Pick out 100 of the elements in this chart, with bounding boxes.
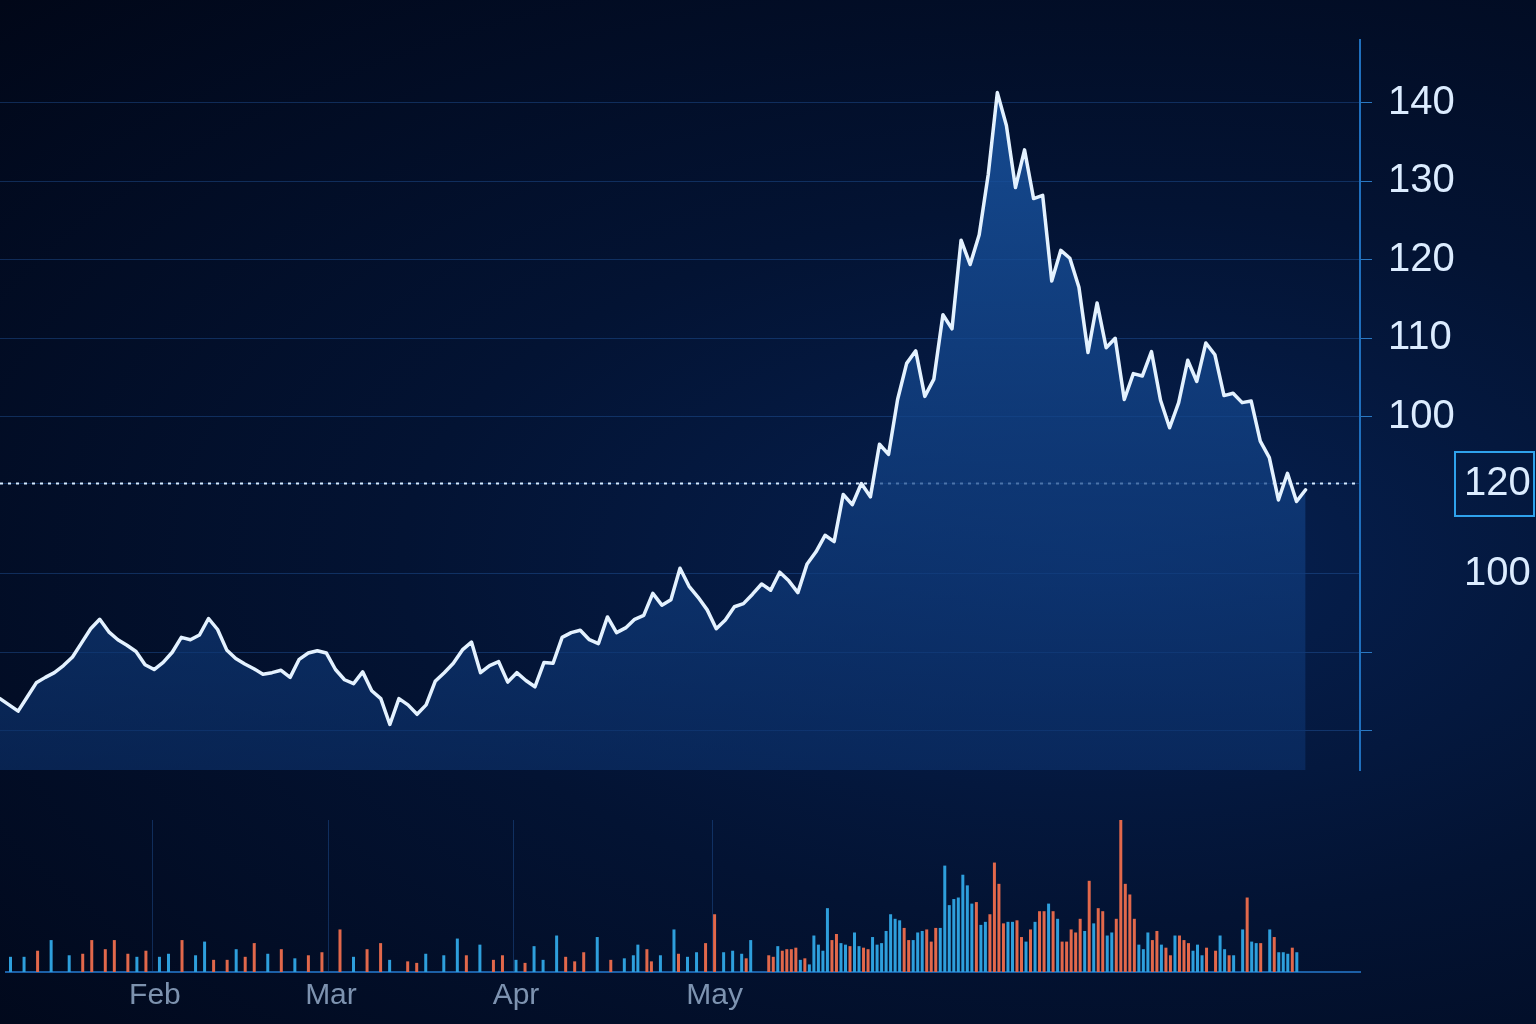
bar	[974, 902, 978, 972]
bar	[825, 908, 829, 972]
bar	[839, 943, 843, 972]
bar	[1196, 944, 1200, 972]
bar	[704, 943, 708, 972]
bar	[866, 949, 870, 972]
bar	[1277, 952, 1281, 972]
bar	[582, 952, 586, 972]
bar	[1137, 944, 1141, 972]
bar	[803, 958, 807, 972]
bar	[672, 929, 676, 972]
bar	[514, 959, 518, 972]
bar	[1295, 952, 1299, 972]
bar	[925, 929, 929, 972]
bar	[442, 955, 446, 972]
bar	[1281, 952, 1285, 972]
bar	[293, 958, 297, 972]
bar	[609, 959, 613, 972]
bar	[843, 944, 847, 972]
bar	[532, 946, 536, 972]
bar	[649, 961, 653, 972]
bar	[794, 947, 798, 972]
bar	[365, 949, 369, 972]
bar	[1105, 935, 1109, 972]
bar	[1051, 911, 1055, 972]
bar	[1200, 955, 1204, 972]
bar	[564, 956, 568, 972]
bar	[862, 947, 866, 972]
bar	[1177, 935, 1181, 972]
bar	[780, 950, 784, 972]
bar	[1110, 932, 1114, 972]
bar	[902, 927, 906, 972]
bar	[126, 953, 130, 972]
bar	[157, 956, 161, 972]
bar	[234, 949, 238, 972]
bar	[1241, 929, 1245, 972]
bar	[893, 918, 897, 972]
bar	[103, 949, 107, 972]
bar	[406, 961, 410, 972]
bar	[1164, 947, 1168, 972]
bar	[952, 899, 956, 972]
bar	[1078, 918, 1082, 972]
bar	[1168, 955, 1172, 972]
bar	[595, 937, 599, 972]
bar	[144, 950, 148, 972]
bar	[798, 959, 802, 972]
bar	[1119, 820, 1123, 972]
bar	[834, 934, 838, 972]
bar	[686, 956, 690, 972]
x-tick-label: Apr	[492, 977, 540, 1011]
bar	[1083, 930, 1087, 972]
bar	[352, 956, 356, 972]
bar	[478, 944, 482, 972]
bar	[1038, 911, 1042, 972]
y-tick-label: 100	[1388, 391, 1455, 436]
bar	[1159, 944, 1163, 972]
bar	[1047, 903, 1051, 972]
bar	[1024, 941, 1028, 972]
bar	[1060, 941, 1064, 972]
bar	[1087, 880, 1091, 972]
bar	[279, 949, 283, 972]
bar	[180, 940, 184, 972]
bar	[1272, 937, 1276, 972]
bar	[252, 943, 256, 972]
bar	[415, 962, 419, 972]
y-tick-label: 130	[1388, 156, 1455, 201]
bar	[500, 955, 504, 972]
bar	[338, 929, 342, 972]
bar	[636, 944, 640, 972]
bar	[464, 955, 468, 972]
bar	[1001, 923, 1005, 972]
bar	[90, 940, 94, 972]
bar	[1123, 883, 1127, 972]
bar	[166, 953, 170, 972]
y2-tick-label: 120	[1464, 458, 1531, 503]
bar	[731, 950, 735, 972]
bar	[135, 956, 139, 972]
bar	[1056, 918, 1060, 972]
bar	[722, 952, 726, 972]
bar	[1092, 923, 1096, 972]
bar	[920, 930, 924, 972]
bar	[1254, 943, 1258, 972]
bar	[830, 940, 834, 972]
bar	[1205, 947, 1209, 972]
bar	[875, 944, 879, 972]
bar	[943, 865, 947, 972]
bar	[1173, 935, 1177, 972]
bar	[1214, 950, 1218, 972]
bar	[1074, 932, 1078, 972]
y-tick-label: 120	[1388, 234, 1455, 279]
bar	[424, 953, 428, 972]
bar	[1033, 921, 1037, 972]
bar	[1286, 953, 1290, 972]
bar	[9, 956, 13, 972]
bar	[1268, 929, 1272, 972]
bar	[243, 956, 247, 972]
bar	[573, 961, 577, 972]
bar	[816, 944, 820, 972]
bar	[1290, 947, 1294, 972]
bar	[212, 959, 216, 972]
